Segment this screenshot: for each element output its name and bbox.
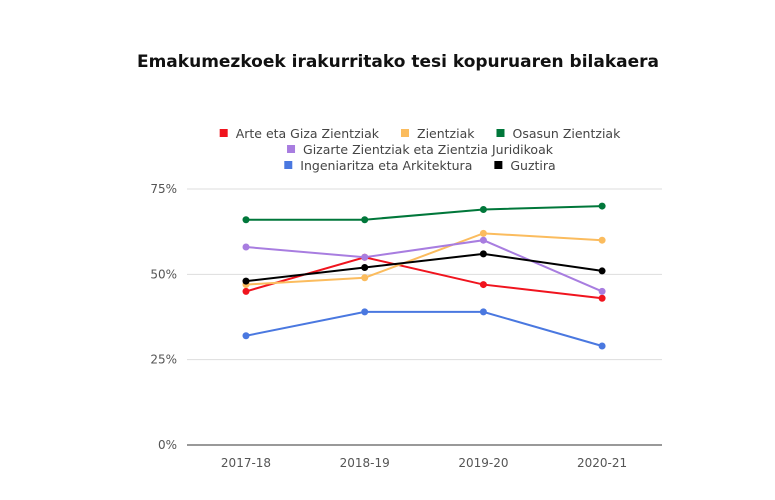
series-line (245, 252, 603, 283)
legend-item[interactable]: Gizarte Zientziak eta Zientzia Juridikoa… (287, 142, 554, 157)
y-axis: 0% 25% 50% 75% (150, 182, 177, 452)
series-2 (242, 202, 606, 224)
legend-swatch (496, 129, 505, 137)
y-tick-label: 50% (150, 267, 177, 281)
data-point[interactable] (479, 205, 487, 213)
data-point[interactable] (479, 229, 487, 237)
legend-item[interactable]: Arte eta Giza Zientziak (219, 126, 380, 141)
legend-label: Guztira (510, 158, 555, 173)
legend-item[interactable]: Guztira (494, 158, 556, 173)
legend-swatch (287, 145, 296, 153)
series-line (245, 232, 603, 286)
series-line (245, 310, 603, 347)
legend-item[interactable]: Osasun Zientziak (496, 126, 621, 141)
data-point[interactable] (361, 216, 369, 224)
x-tick-label: 2019-20 (458, 456, 508, 470)
y-tick-label: 25% (150, 353, 177, 367)
data-point[interactable] (598, 287, 606, 295)
data-point[interactable] (361, 264, 369, 272)
series-line (246, 205, 603, 221)
legend-label: Arte eta Giza Zientziak (236, 126, 380, 141)
legend-swatch (284, 161, 293, 169)
data-point[interactable] (361, 274, 369, 282)
x-tick-label: 2020-21 (577, 456, 627, 470)
series-3 (242, 236, 606, 295)
legend-label: Ingeniaritza eta Arkitektura (300, 158, 472, 173)
legend-swatch (219, 129, 228, 137)
data-point[interactable] (361, 253, 369, 261)
data-point[interactable] (479, 308, 487, 316)
legend-label: Zientziak (417, 126, 475, 141)
series-1 (242, 229, 606, 289)
legend-item[interactable]: Zientziak (401, 126, 475, 141)
x-axis: 2017-18 2018-19 2019-20 2020-21 (221, 456, 627, 470)
gridlines (187, 188, 662, 446)
data-point[interactable] (242, 332, 250, 340)
data-point[interactable] (598, 342, 606, 350)
data-point[interactable] (598, 294, 606, 302)
data-point[interactable] (242, 277, 250, 285)
y-tick-label: 0% (158, 438, 177, 452)
data-point[interactable] (598, 202, 606, 210)
legend-swatch (494, 161, 503, 169)
data-point[interactable] (361, 308, 369, 316)
x-tick-label: 2017-18 (221, 456, 271, 470)
legend-label: Gizarte Zientziak eta Zientzia Juridikoa… (303, 142, 554, 157)
series-line (245, 239, 603, 293)
data-point[interactable] (479, 250, 487, 258)
series-lines (242, 202, 606, 350)
series-4 (242, 308, 606, 350)
data-point[interactable] (242, 287, 250, 295)
data-point[interactable] (242, 243, 250, 251)
data-point[interactable] (598, 267, 606, 275)
data-point[interactable] (479, 281, 487, 289)
chart-title: Emakumezkoek irakurritako tesi kopuruare… (137, 52, 659, 72)
legend-label: Osasun Zientziak (512, 126, 621, 141)
y-tick-label: 75% (150, 182, 177, 196)
legend: Arte eta Giza Zientziak Zientziak Osasun Z… (219, 126, 621, 173)
series-5 (242, 250, 606, 285)
data-point[interactable] (242, 216, 250, 224)
legend-item[interactable]: Ingeniaritza eta Arkitektura (284, 158, 472, 173)
legend-swatch (401, 129, 410, 137)
data-point[interactable] (479, 236, 487, 244)
x-tick-label: 2018-19 (340, 456, 390, 470)
data-point[interactable] (598, 236, 606, 244)
